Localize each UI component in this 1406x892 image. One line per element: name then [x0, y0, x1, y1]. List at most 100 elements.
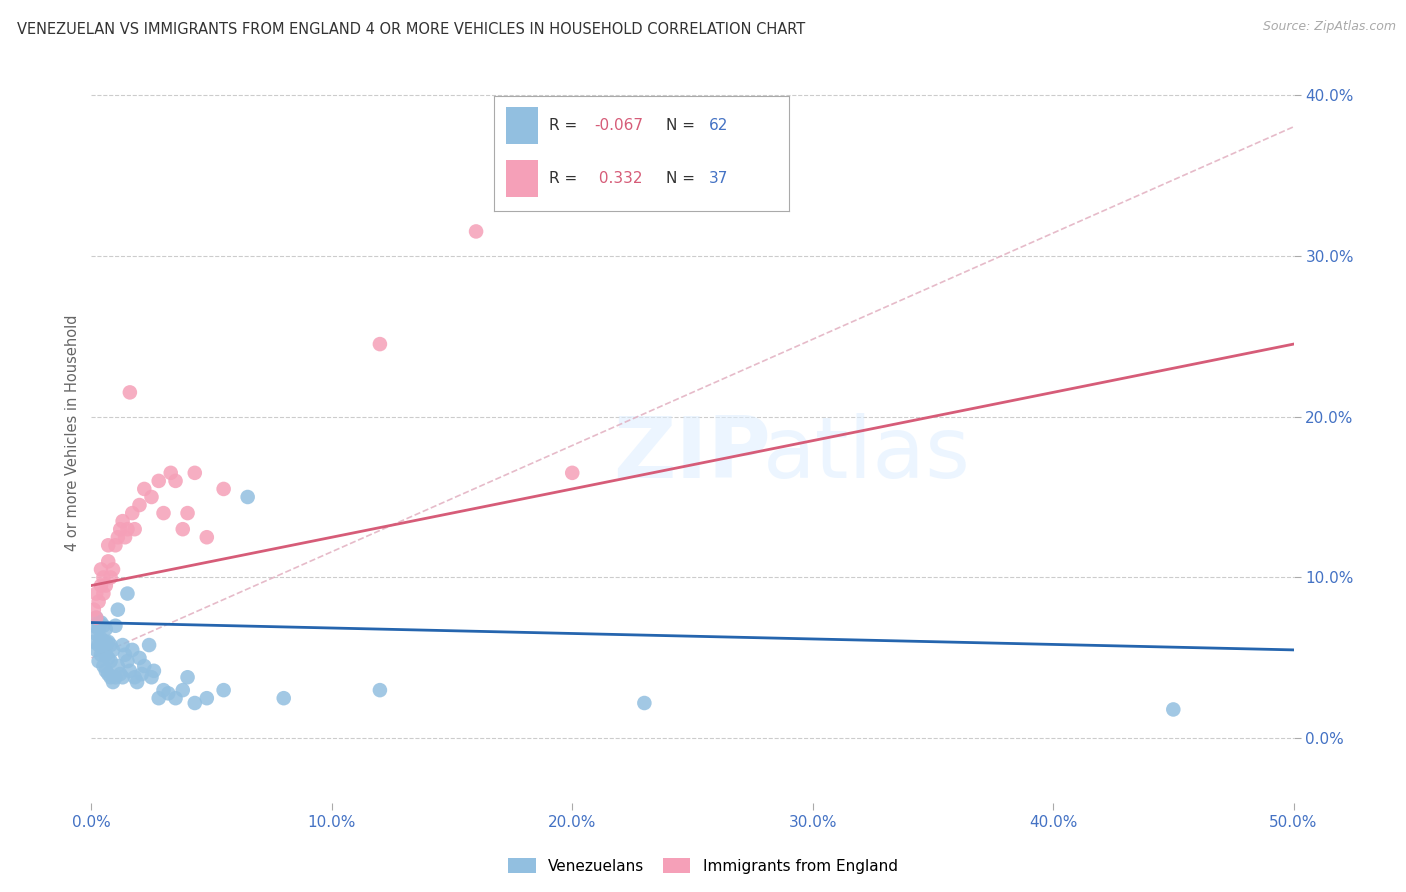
- Point: [118, 664, 141, 678]
- Point: [94, 622, 117, 636]
- Point: [131, 667, 153, 681]
- Point: [83, 602, 105, 616]
- Point: [148, 691, 170, 706]
- Point: [172, 683, 194, 698]
- Point: [90, 578, 112, 592]
- Point: [100, 654, 122, 668]
- Point: [124, 522, 146, 536]
- Point: [117, 586, 139, 600]
- Point: [236, 490, 259, 504]
- Point: [111, 638, 134, 652]
- Point: [159, 466, 181, 480]
- Point: [134, 659, 156, 673]
- Point: [100, 670, 122, 684]
- Point: [93, 586, 115, 600]
- Point: [111, 670, 134, 684]
- Point: [83, 635, 105, 649]
- Point: [124, 670, 146, 684]
- Point: [157, 686, 180, 700]
- Point: [104, 619, 127, 633]
- Point: [101, 562, 124, 576]
- Point: [117, 654, 139, 668]
- Point: [176, 506, 198, 520]
- Point: [104, 670, 127, 684]
- Point: [1161, 702, 1184, 716]
- Y-axis label: 4 or more Vehicles in Household: 4 or more Vehicles in Household: [65, 314, 80, 551]
- Point: [87, 654, 110, 668]
- Point: [101, 675, 124, 690]
- Point: [107, 602, 129, 616]
- Point: [97, 554, 120, 568]
- Point: [212, 482, 235, 496]
- Point: [87, 615, 110, 630]
- Point: [84, 611, 107, 625]
- Point: [107, 659, 129, 673]
- Point: [90, 648, 112, 662]
- Point: [107, 530, 129, 544]
- Point: [93, 570, 115, 584]
- Point: [141, 670, 163, 684]
- Point: [184, 696, 207, 710]
- Point: [117, 522, 139, 536]
- Point: [94, 648, 117, 662]
- Point: [142, 664, 165, 678]
- Point: [97, 667, 120, 681]
- Point: [148, 474, 170, 488]
- Point: [93, 635, 115, 649]
- Point: [114, 648, 136, 662]
- Point: [90, 615, 112, 630]
- Point: [118, 385, 141, 400]
- Point: [97, 651, 120, 665]
- Point: [111, 514, 134, 528]
- Point: [90, 562, 112, 576]
- Point: [110, 667, 132, 681]
- Point: [84, 627, 107, 641]
- Point: [104, 538, 127, 552]
- Point: [84, 643, 107, 657]
- Point: [101, 643, 124, 657]
- Point: [138, 638, 160, 652]
- Point: [114, 530, 136, 544]
- Point: [97, 538, 120, 552]
- Point: [93, 619, 115, 633]
- Text: VENEZUELAN VS IMMIGRANTS FROM ENGLAND 4 OR MORE VEHICLES IN HOUSEHOLD CORRELATIO: VENEZUELAN VS IMMIGRANTS FROM ENGLAND 4 …: [17, 22, 806, 37]
- Point: [90, 632, 112, 646]
- Point: [84, 611, 107, 625]
- Point: [121, 506, 143, 520]
- Point: [128, 651, 150, 665]
- Point: [100, 638, 122, 652]
- Point: [100, 570, 122, 584]
- Point: [87, 594, 110, 608]
- Point: [165, 691, 187, 706]
- Point: [125, 675, 148, 690]
- Point: [121, 643, 143, 657]
- Point: [561, 466, 583, 480]
- Point: [368, 683, 391, 698]
- Point: [94, 635, 117, 649]
- Point: [93, 643, 115, 657]
- Point: [141, 490, 163, 504]
- Point: [184, 466, 207, 480]
- Legend: Venezuelans, Immigrants from England: Venezuelans, Immigrants from England: [502, 852, 904, 880]
- Point: [465, 224, 488, 238]
- Point: [633, 696, 655, 710]
- Point: [94, 578, 117, 592]
- Point: [368, 337, 391, 351]
- Point: [172, 522, 194, 536]
- Point: [94, 664, 117, 678]
- Point: [83, 619, 105, 633]
- Point: [84, 586, 107, 600]
- Point: [87, 638, 110, 652]
- Point: [87, 622, 110, 636]
- Point: [165, 474, 187, 488]
- Point: [195, 530, 218, 544]
- Text: atlas: atlas: [763, 413, 970, 496]
- Text: Source: ZipAtlas.com: Source: ZipAtlas.com: [1263, 20, 1396, 33]
- Point: [152, 506, 174, 520]
- Point: [212, 683, 235, 698]
- Point: [128, 498, 150, 512]
- Point: [110, 522, 132, 536]
- Point: [134, 482, 156, 496]
- Point: [273, 691, 295, 706]
- Point: [195, 691, 218, 706]
